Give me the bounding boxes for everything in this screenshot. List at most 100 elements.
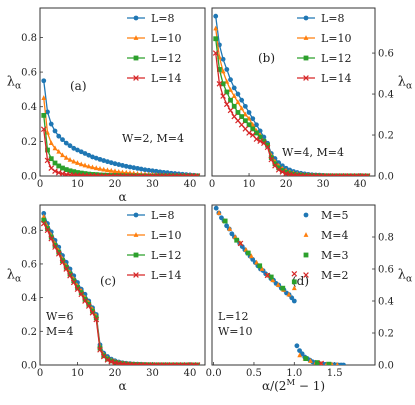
data-point [52,145,58,151]
y-axis-label: λα [7,74,22,91]
data-point [231,85,237,91]
data-point [291,298,297,304]
legend-marker [303,75,309,81]
x-tick-label: 40 [184,368,197,379]
data-point [223,101,230,108]
data-point [112,161,118,167]
data-point [123,169,129,175]
legend-marker [303,252,309,258]
data-point [346,173,352,176]
y-tick-label: 0.6 [21,68,37,79]
legend-marker [303,35,309,40]
data-point [142,173,148,176]
data-point [89,309,96,316]
data-point [326,361,332,365]
data-point [250,121,256,127]
legend-marker [303,212,309,218]
data-point [309,173,315,176]
data-point [228,97,233,103]
legend-marker [133,55,139,61]
data-point [116,162,122,167]
data-point [67,272,73,279]
data-point [45,226,50,231]
x-tick-label: 30 [317,179,330,190]
data-point [183,173,189,176]
data-point [364,173,371,176]
data-point [93,315,99,321]
data-point [56,249,62,255]
data-point [339,173,345,176]
x-tick-label: 30 [146,368,159,379]
data-point [82,151,88,156]
data-point [90,164,95,170]
legend-marker [303,232,309,237]
legend: M=5 M=4 M=3 M=2 [303,209,348,282]
data-point [237,240,244,247]
legend-marker [303,55,309,61]
legend: L=8 L=10 L=12 L=14 [127,209,182,282]
y-tick-label: 0.0 [21,172,37,183]
data-point [97,156,103,162]
data-point [157,169,163,175]
data-point [67,143,73,149]
data-point [303,356,309,361]
panel-annotation: W=10 [218,325,253,338]
panel-annotation: L=12 [218,310,249,323]
data-point [63,266,70,272]
data-point [116,173,122,176]
data-point [259,266,265,271]
data-point [153,168,159,174]
data-point [213,205,219,211]
legend-label: L=14 [151,269,182,282]
data-point [331,173,337,176]
data-point [275,167,282,173]
data-point [138,166,144,172]
x-tick-label: 10 [71,179,84,190]
y-tick-label: 0.0 [378,361,394,372]
data-point [153,362,159,365]
data-point [97,172,103,176]
y-tick-label: 0.2 [378,329,394,340]
data-point [161,362,167,365]
data-point [71,158,77,164]
data-point [85,303,92,309]
data-point [335,361,339,365]
legend-label: L=8 [151,209,175,222]
data-point [191,173,197,176]
data-point [279,169,286,175]
data-point [213,25,219,31]
data-point [120,361,125,365]
data-point [97,165,103,171]
data-point [48,156,54,162]
data-point [71,278,77,284]
data-point [45,109,50,115]
data-point [157,173,163,176]
legend-marker [133,272,139,278]
y-tick-label: 0.8 [21,226,37,237]
x-axis-label: α [118,379,126,393]
data-point [254,259,260,265]
data-point [275,282,281,287]
data-point [222,218,228,224]
series-group [40,78,201,176]
data-point [82,162,88,168]
y-tick-label: 0.6 [378,265,394,276]
data-point [101,158,107,163]
data-point [146,173,152,176]
data-point [297,348,302,353]
x-tick-label: 10 [71,368,84,379]
legend-marker [303,272,309,278]
data-point [93,165,99,171]
data-point [250,126,256,132]
data-point [224,89,230,95]
data-point [123,361,129,365]
data-point [75,285,80,290]
data-point [231,103,237,109]
legend-marker [133,232,139,237]
data-point [161,173,167,176]
data-point [224,223,230,229]
data-point [78,170,84,176]
data-point [187,173,193,176]
data-point [172,362,178,365]
x-tick-label: 20 [109,179,122,190]
